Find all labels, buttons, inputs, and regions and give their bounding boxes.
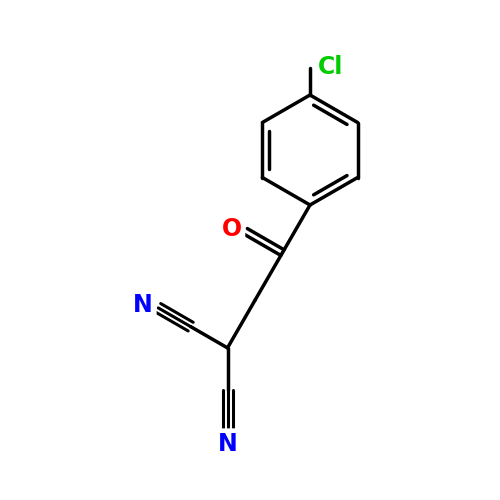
Text: Cl: Cl bbox=[318, 56, 344, 80]
Text: O: O bbox=[222, 217, 242, 241]
Text: N: N bbox=[134, 294, 153, 318]
Text: N: N bbox=[218, 432, 238, 456]
